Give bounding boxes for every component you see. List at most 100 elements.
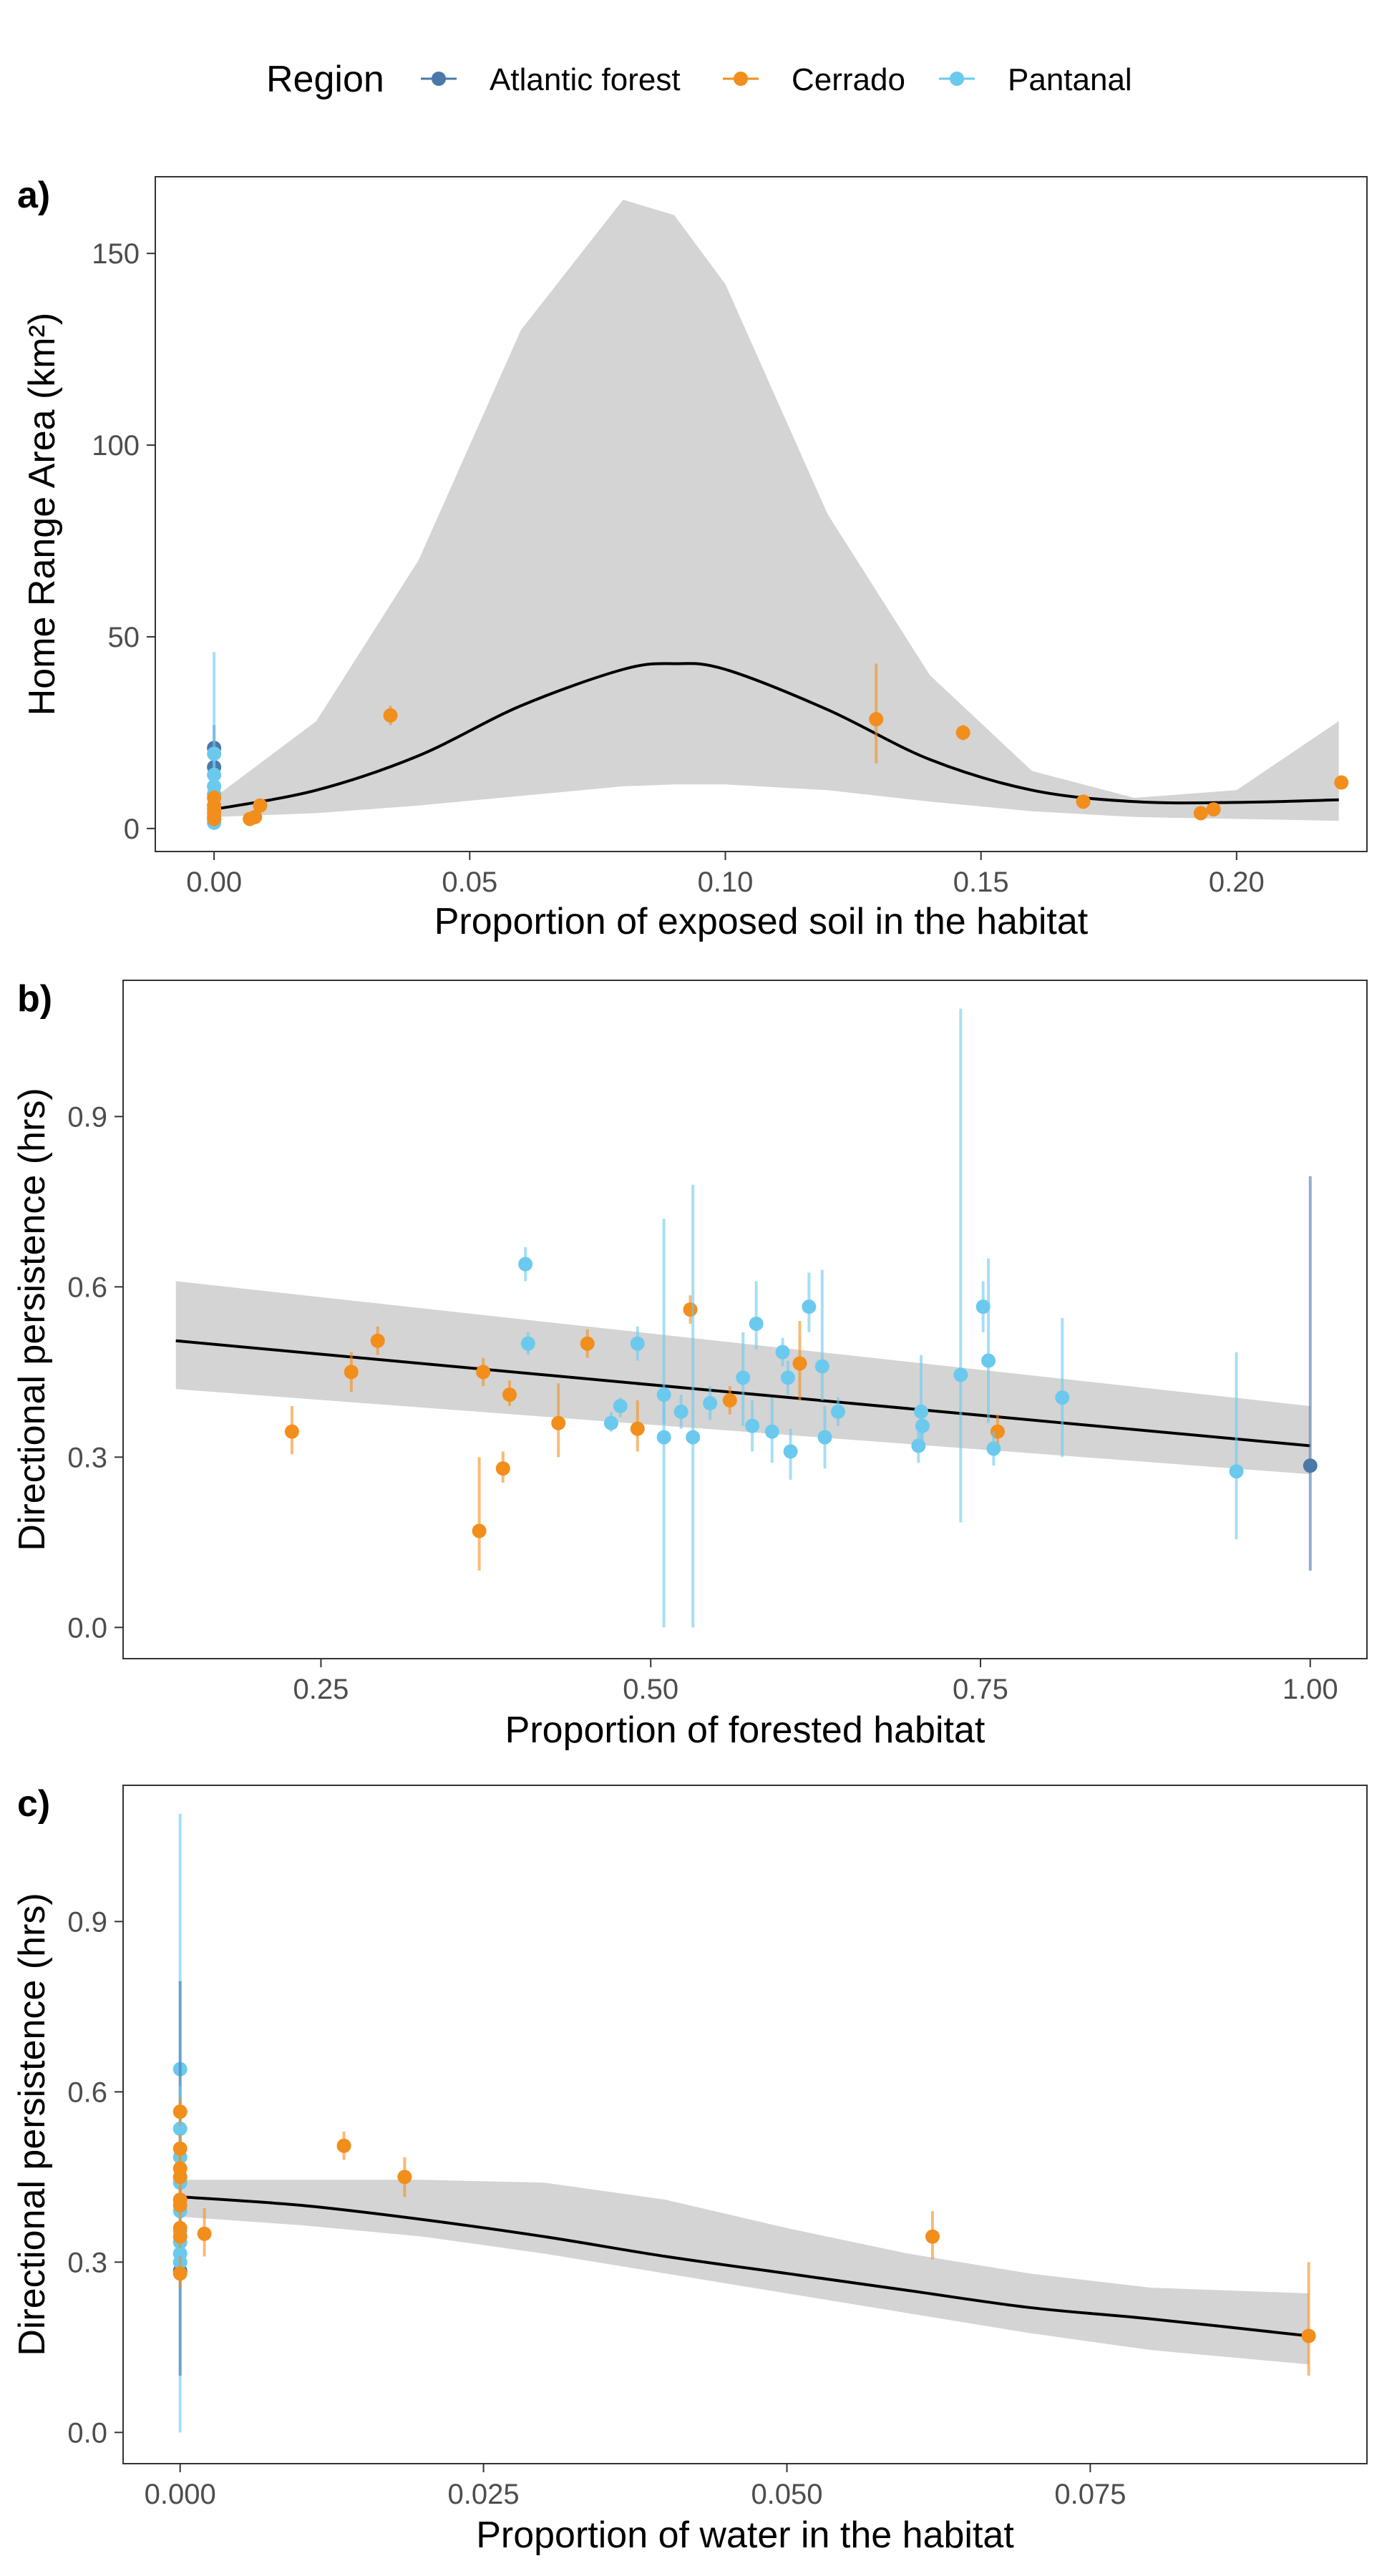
data-point bbox=[397, 2157, 412, 2197]
panel-label: c) bbox=[17, 1783, 50, 1825]
data-point bbox=[472, 1457, 487, 1571]
data-point bbox=[630, 1326, 645, 1361]
data-point bbox=[764, 1397, 779, 1463]
point-marker bbox=[397, 2170, 412, 2185]
legend: Region Atlantic forest Cerrado Pantanal bbox=[266, 59, 1132, 100]
point-marker bbox=[830, 1404, 845, 1419]
data-point bbox=[551, 1383, 566, 1458]
point-marker bbox=[172, 2121, 188, 2136]
x-axis-label: Proportion of forested habitat bbox=[505, 1709, 986, 1751]
x-tick-label: 0.15 bbox=[953, 867, 1009, 898]
point-marker bbox=[472, 1523, 487, 1538]
data-point bbox=[1334, 775, 1349, 790]
data-point bbox=[172, 2225, 188, 2248]
x-tick-label: 0.075 bbox=[1054, 2479, 1126, 2510]
data-point bbox=[915, 1405, 930, 1446]
data-point bbox=[683, 1295, 698, 1324]
data-point bbox=[703, 1386, 718, 1420]
x-tick-label: 0.025 bbox=[448, 2479, 520, 2510]
data-point bbox=[518, 1246, 533, 1282]
point-marker bbox=[172, 2104, 188, 2119]
x-tick-label: 1.00 bbox=[1283, 1674, 1338, 1705]
legend-item-atlantic-forest: Atlantic forest bbox=[421, 62, 681, 97]
y-tick-label: 0.6 bbox=[67, 1272, 107, 1303]
point-marker bbox=[197, 2226, 212, 2241]
data-point bbox=[955, 725, 970, 741]
data-point bbox=[656, 1395, 671, 1628]
point-marker bbox=[975, 1299, 991, 1314]
point-marker bbox=[745, 1418, 760, 1433]
legend-label: Cerrado bbox=[792, 62, 905, 97]
point-marker bbox=[1303, 1458, 1318, 1473]
data-point bbox=[172, 2097, 188, 2126]
point-marker bbox=[502, 1387, 517, 1402]
data-point bbox=[975, 1281, 991, 1332]
point-marker bbox=[925, 2229, 940, 2244]
data-point bbox=[284, 1405, 299, 1455]
confidence-band bbox=[180, 2180, 1309, 2365]
legend-key-point bbox=[950, 72, 964, 86]
data-point bbox=[603, 1411, 618, 1432]
point-marker bbox=[656, 1430, 671, 1445]
point-marker bbox=[869, 712, 884, 727]
point-marker bbox=[207, 811, 222, 826]
panel-border bbox=[155, 176, 1368, 852]
point-marker bbox=[630, 1421, 645, 1436]
data-point bbox=[630, 1400, 645, 1452]
data-point bbox=[1193, 806, 1208, 821]
data-point bbox=[775, 1337, 790, 1367]
point-marker bbox=[703, 1396, 718, 1411]
point-marker bbox=[1055, 1390, 1070, 1405]
panel-c: c) 0.000 0.025 0.050 0.075 0.0 0.3 0.6 0.9 Propor… bbox=[11, 1783, 1368, 2556]
point-marker bbox=[172, 2170, 188, 2185]
y-tick-label: 100 bbox=[92, 430, 140, 462]
point-marker bbox=[383, 708, 398, 723]
point-marker bbox=[986, 1441, 1001, 1456]
point-marker bbox=[1301, 2328, 1316, 2343]
point-marker bbox=[1076, 794, 1091, 809]
x-tick-label: 0.10 bbox=[698, 867, 754, 898]
x-tick-label: 0.00 bbox=[186, 867, 242, 898]
y-tick-label: 0 bbox=[124, 814, 140, 845]
y-tick-label: 0.0 bbox=[67, 1612, 107, 1644]
data-point bbox=[722, 1386, 737, 1415]
point-marker bbox=[253, 798, 268, 813]
plot-area bbox=[207, 200, 1349, 830]
y-tick-label: 0.3 bbox=[67, 2247, 107, 2278]
data-point bbox=[749, 1281, 764, 1350]
panel-label: a) bbox=[17, 175, 50, 216]
panel-label: b) bbox=[17, 978, 52, 1020]
point-marker bbox=[764, 1424, 779, 1439]
point-marker bbox=[1334, 775, 1349, 790]
data-point bbox=[197, 2208, 212, 2257]
y-tick-label: 0.9 bbox=[67, 1101, 107, 1133]
point-marker bbox=[172, 2266, 188, 2281]
legend-key-point bbox=[432, 72, 446, 86]
legend-key-point bbox=[734, 72, 748, 86]
point-marker bbox=[344, 1365, 359, 1380]
point-marker bbox=[817, 1430, 832, 1445]
point-marker bbox=[476, 1365, 491, 1380]
data-point bbox=[953, 1008, 968, 1523]
x-tick-label: 0.000 bbox=[145, 2479, 216, 2510]
data-point bbox=[1301, 2262, 1316, 2376]
data-point bbox=[520, 1332, 535, 1355]
data-point bbox=[981, 1258, 996, 1423]
x-tick-label: 0.05 bbox=[442, 867, 497, 898]
y-tick-label: 0.6 bbox=[67, 2077, 107, 2108]
data-point bbox=[745, 1400, 760, 1452]
point-marker bbox=[284, 1424, 299, 1439]
point-marker bbox=[630, 1336, 645, 1351]
point-marker bbox=[580, 1336, 595, 1351]
data-point bbox=[792, 1320, 807, 1401]
fit-line bbox=[180, 2195, 1309, 2338]
data-point bbox=[476, 1357, 491, 1387]
y-axis-label: Home Range Area (km²) bbox=[21, 313, 63, 716]
y-axis-label: Directional persistence (hrs) bbox=[11, 1088, 53, 1551]
data-point bbox=[780, 1360, 795, 1395]
data-point bbox=[673, 1395, 688, 1429]
data-point bbox=[802, 1272, 817, 1332]
point-marker bbox=[1193, 806, 1208, 821]
point-marker bbox=[520, 1336, 535, 1351]
point-marker bbox=[780, 1370, 795, 1385]
